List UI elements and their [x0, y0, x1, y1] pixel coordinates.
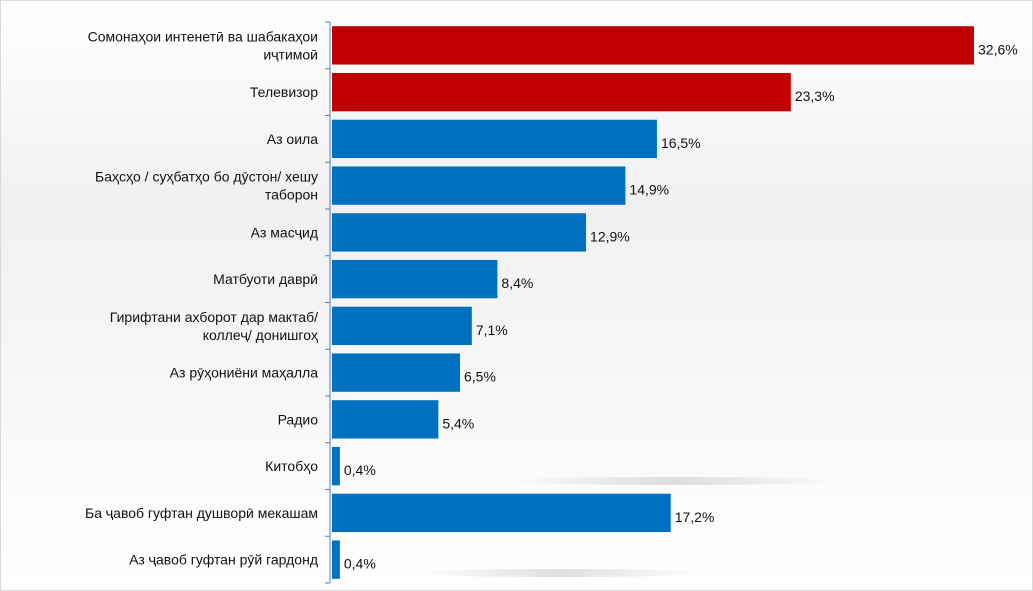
category-label: Баҳсҳо / суҳбатҳо бо дӯстон/ хешу — [95, 169, 318, 185]
value-label: 23,3% — [795, 88, 835, 104]
value-label: 8,4% — [501, 275, 533, 291]
category-label: Телевизор — [250, 84, 318, 100]
category-label: Радио — [278, 411, 319, 427]
bar — [332, 353, 461, 392]
value-label: 5,4% — [442, 415, 474, 431]
value-label: 12,9% — [590, 228, 630, 244]
category-label: иҷтимоӣ — [263, 46, 318, 62]
category-label: Матбуоти даврӣ — [213, 271, 318, 287]
category-label: Аз оила — [267, 131, 318, 147]
value-label: 16,5% — [661, 135, 701, 151]
bar — [332, 306, 472, 346]
bar — [332, 446, 340, 486]
value-label: 32,6% — [978, 41, 1018, 57]
bar — [332, 213, 587, 252]
category-label: Гирифтани ахборот дар мактаб/ — [110, 309, 318, 325]
value-label: 6,5% — [464, 369, 496, 385]
bar — [332, 166, 626, 205]
category-label: коллеҷ/ донишгоҳ — [203, 327, 318, 343]
value-label: 0,4% — [344, 556, 376, 572]
value-label: 0,4% — [344, 462, 376, 478]
value-label: 7,1% — [476, 322, 508, 338]
decorative-shadow — [510, 477, 840, 485]
bar — [332, 259, 498, 299]
bar — [332, 540, 340, 579]
category-label: Ба ҷавоб гуфтан душворӣ мекашам — [85, 505, 318, 521]
bar — [332, 72, 791, 112]
labels-layer: 32,6% Сомонаҳои интенетӣ ва шабакаҳои иҷти… — [85, 28, 1018, 571]
category-label: Аз масҷид — [251, 224, 318, 240]
bars-layer — [332, 26, 974, 579]
category-label: Аз ҷавоб гуфтан рӯй гардонд — [129, 552, 318, 568]
bar — [332, 400, 439, 439]
value-label: 17,2% — [675, 509, 715, 525]
category-label: таборон — [265, 187, 318, 203]
category-label: Сомонаҳои интенетӣ ва шабакаҳои — [88, 28, 318, 44]
bar — [332, 119, 657, 159]
value-label: 14,9% — [629, 182, 669, 198]
category-label: Аз рӯҳониёни маҳалла — [170, 365, 319, 381]
category-label: Китобҳо — [265, 458, 318, 474]
bar — [332, 26, 974, 65]
ticks-layer — [325, 21, 330, 584]
decorative-shadow — [410, 569, 710, 577]
bar — [332, 493, 671, 533]
